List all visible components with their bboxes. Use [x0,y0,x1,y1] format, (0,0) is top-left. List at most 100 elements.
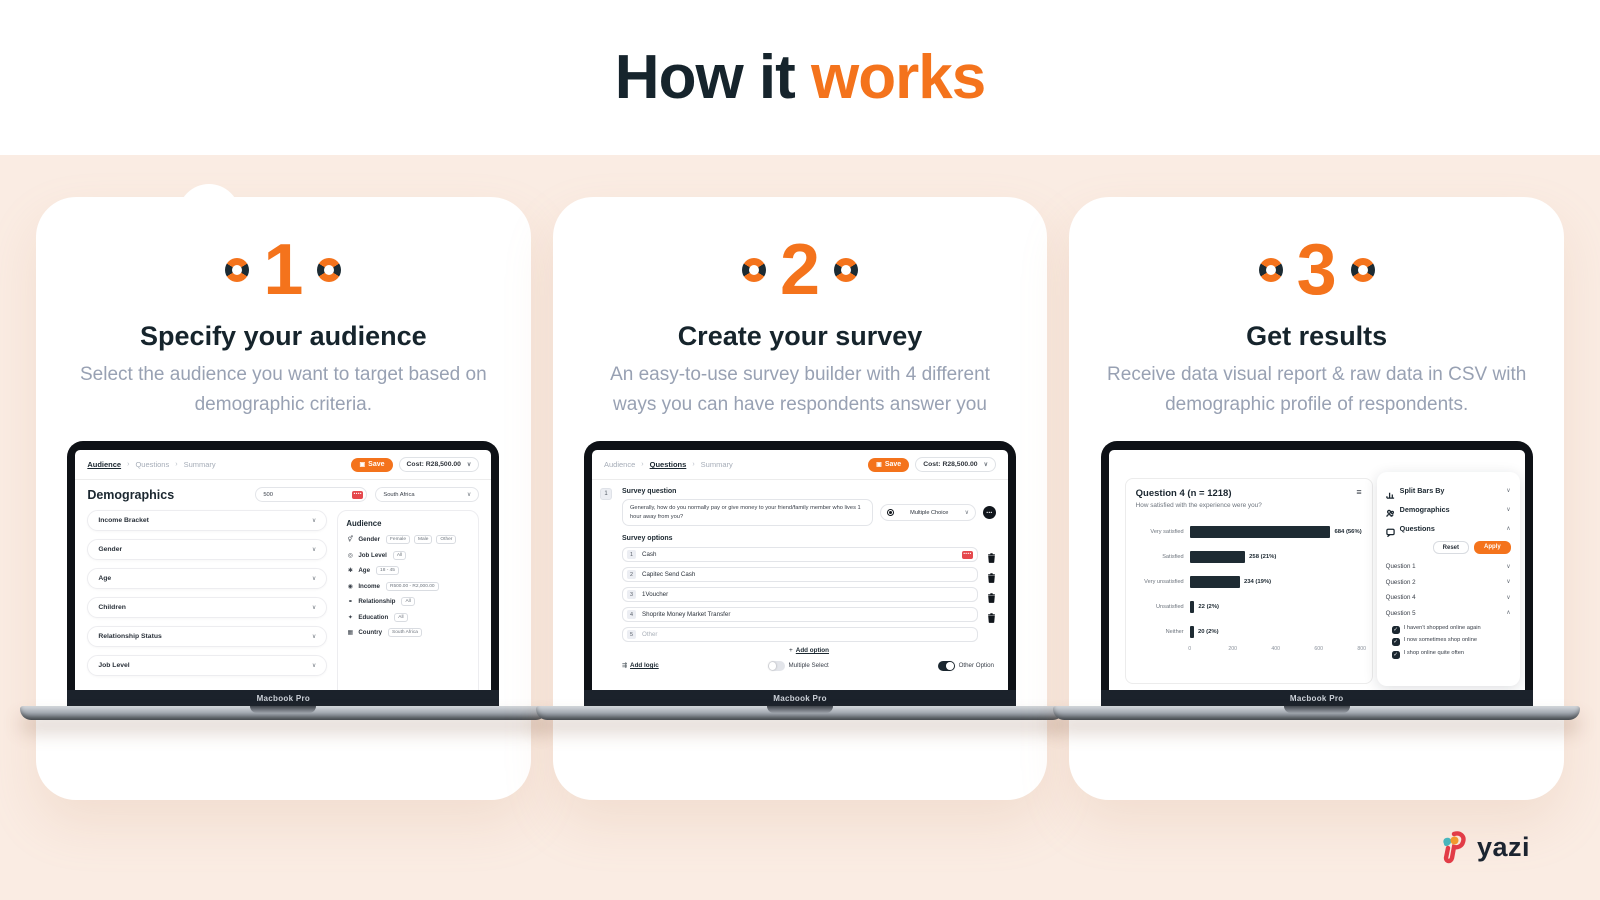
apply-button[interactable]: Apply [1474,541,1511,554]
ring-icon [1350,258,1375,282]
reset-button[interactable]: Reset [1432,541,1469,554]
education-icon: ✦ [347,614,353,621]
chevron-down-icon: ∨ [311,517,317,524]
answer-option-1[interactable]: ✓ I haven't shopped online again [1386,625,1511,634]
chip-all: All [394,612,408,622]
multiple-select-toggle-group: Multiple Select [767,661,829,671]
question-number-badge: 1 [600,488,612,500]
filter-label: Gender [98,546,123,553]
filter-age[interactable]: Age ∨ [87,568,328,589]
laptop-mockup-audience: Audience › Questions › Summary ▣ Save [19,441,547,720]
audience-row-label: Gender [358,536,380,543]
filter-relationship-status[interactable]: Relationship Status ∨ [87,626,328,647]
delete-option-icon[interactable] [987,550,996,563]
bar-category: Very unsatisfied [1144,578,1184,585]
add-logic-link[interactable]: ⇶ Add logic [622,662,659,669]
delete-option-icon[interactable] [987,610,996,623]
step-2-head: 2 Create your survey An easy-to-use surv… [553,197,1048,420]
filter-label: Income Bracket [98,517,149,524]
drag-handle-icon[interactable]: •••• [962,550,973,559]
chevron-down-icon: ∨ [983,461,988,468]
cost-dropdown[interactable]: Cost: R28,500.00 ∨ [915,457,996,472]
chart-title: Question 4 (n = 1218) [1135,488,1232,499]
chevron-down-icon: ∨ [964,509,969,516]
multiple-select-toggle[interactable] [767,661,785,671]
laptop-bezel: Macbook Pro [67,690,500,706]
breadcrumb-audience[interactable]: Audience [87,460,122,469]
save-button[interactable]: ▣ Save [351,457,393,472]
option-input[interactable]: 5 Other [622,627,978,643]
chevron-down-icon: ∨ [1506,594,1511,601]
chevron-down-icon: ∨ [311,575,317,582]
chevron-down-icon: ∨ [466,461,472,468]
breadcrumb-audience[interactable]: Audience [604,460,636,469]
results-sidebar: Split Bars By ∨ Demographics ∨ Questions [1376,472,1520,686]
bar-track: 20 (2%) [1189,625,1362,638]
option-input[interactable]: 4 Shoprite Money Market Transfer [622,607,978,623]
filter-children[interactable]: Children ∨ [87,597,328,618]
breadcrumb: Audience › Questions › Summary [87,460,215,469]
chart-subtitle: How satisfied with the experience were y… [1135,502,1262,509]
yazi-logo-icon [1443,831,1466,864]
breadcrumb-summary[interactable]: Summary [700,460,733,469]
delete-option-icon[interactable] [987,570,996,583]
income-icon: ◉ [347,583,353,590]
option-input[interactable]: 2 Capitec Send Cash [622,567,978,583]
x-tick: 400 [1271,646,1280,652]
filter-job-level[interactable]: Job Level ∨ [87,655,328,676]
question-text-input[interactable]: Generally, how do you normally pay or gi… [622,499,873,527]
breadcrumb: Audience › Questions › Summary [604,460,733,469]
cost-label: Cost: R28,500.00 [406,461,461,468]
step-3-number: 3 [1296,230,1337,310]
filter-accordion-list: Income Bracket ∨ Gender ∨ Age ∨ [87,510,328,690]
checkbox-checked-icon[interactable]: ✓ [1391,650,1400,659]
delete-option-icon[interactable] [987,590,996,603]
step-2-number: 2 [779,230,821,310]
question-item-5[interactable]: Question 5 ∧ [1386,606,1511,622]
step-card-audience: 1 Specify your audience Select the audie… [19,184,547,800]
chip-male: Male [414,535,433,544]
breadcrumb-sep-icon: › [175,461,178,468]
option-number: 1 [627,550,636,560]
question-item-2[interactable]: Question 2 ∨ [1386,575,1511,591]
hamburger-menu-icon[interactable]: ≡ [1356,487,1362,497]
save-button[interactable]: ▣ Save [868,457,910,472]
x-tick: 0 [1188,646,1192,652]
option-input[interactable]: 1 Cash •••• [622,547,978,563]
filter-gender[interactable]: Gender ∨ [87,539,328,560]
survey-options-label: Survey options [622,535,673,543]
breadcrumb-sep-icon: › [641,461,644,468]
demographics-label: Demographics [1399,505,1450,514]
breadcrumb-questions[interactable]: Questions [135,460,170,469]
country-select[interactable]: South Africa ∨ [375,487,480,502]
question-type-select[interactable]: Multiple Choice ∨ [880,504,976,522]
bar-row: Very satisfied 684 (56%) [1136,519,1362,544]
answer-option-3[interactable]: ✓ I shop online quite often [1386,650,1511,659]
cost-dropdown[interactable]: Cost: R28,500.00 ∨ [398,457,480,472]
filter-label: Age [98,575,112,582]
demographics-section[interactable]: Demographics ∨ [1385,500,1511,519]
checkbox-checked-icon[interactable]: ✓ [1391,625,1400,634]
breadcrumb-questions[interactable]: Questions [649,460,687,469]
audience-row-income: ◉ Income R500.00 - R2,000.00 [346,581,470,591]
add-option-link[interactable]: + Add option [622,647,996,654]
questions-section[interactable]: Questions ∧ [1385,519,1511,539]
respondent-count-input[interactable]: 500 •••• [255,487,368,502]
split-bars-by-section[interactable]: Split Bars By ∨ [1385,481,1511,500]
laptop-screen-frame: Audience › Questions › Summary ▣ Save [67,441,500,690]
breadcrumb-summary[interactable]: Summary [183,460,216,469]
option-input[interactable]: 3 1Voucher [622,587,978,603]
laptop-bezel: Macbook Pro [1100,690,1533,706]
filter-label: Children [98,604,126,611]
checkbox-checked-icon[interactable]: ✓ [1391,638,1400,646]
chart-card: Question 4 (n = 1218) ≡ How satisfied wi… [1124,478,1373,684]
bar-track: 234 (19%) [1189,575,1362,588]
filter-label: Job Level [98,662,130,669]
other-option-toggle[interactable] [937,661,955,671]
more-options-button[interactable]: ••• [983,506,996,520]
slider-handle-icon[interactable]: •••• [352,490,364,499]
question-item-4[interactable]: Question 4 ∨ [1386,590,1511,606]
answer-option-2[interactable]: ✓ I now sometimes shop online [1386,637,1511,646]
question-item-1[interactable]: Question 1 ∨ [1386,559,1511,575]
filter-income-bracket[interactable]: Income Bracket ∨ [87,510,328,531]
